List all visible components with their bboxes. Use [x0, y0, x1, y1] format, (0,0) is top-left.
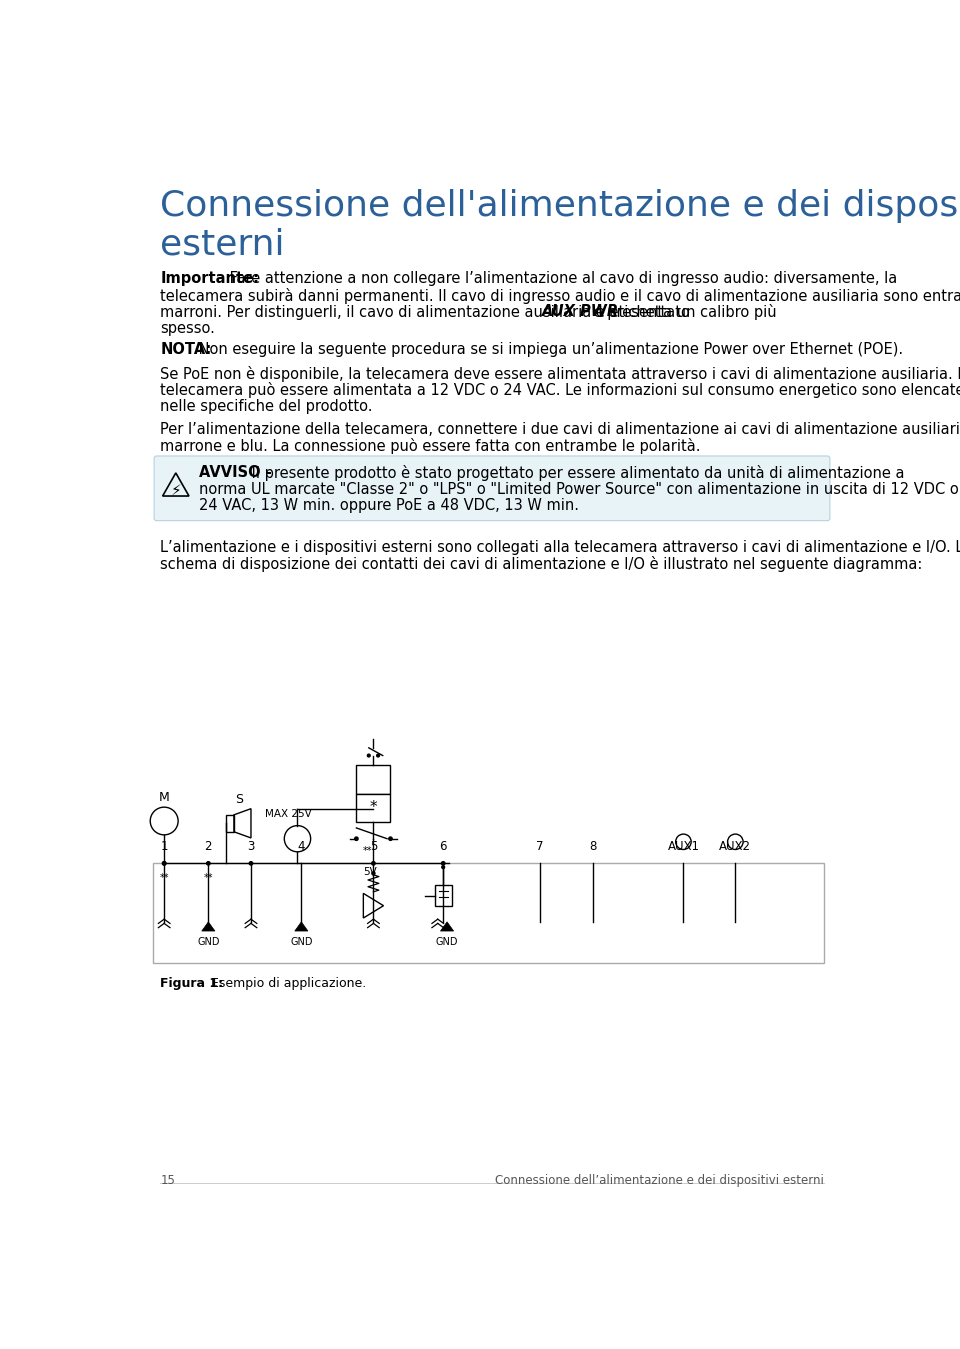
Text: e presenta un calibro più: e presenta un calibro più [588, 305, 777, 320]
Bar [356, 765, 391, 795]
Text: AVVISO -: AVVISO - [199, 465, 272, 480]
Text: MAX 25V: MAX 25V [265, 808, 312, 819]
Circle shape [162, 862, 166, 865]
Polygon shape [295, 921, 308, 931]
Circle shape [389, 836, 393, 840]
Circle shape [442, 862, 444, 865]
Text: 2: 2 [204, 839, 212, 853]
Text: **: ** [363, 846, 372, 857]
Text: Importante:: Importante: [160, 271, 259, 286]
Circle shape [372, 862, 375, 865]
Polygon shape [441, 921, 454, 931]
Circle shape [206, 862, 210, 865]
Bar [356, 795, 391, 822]
Text: norma UL marcate "Classe 2" o "LPS" o "Limited Power Source" con alimentazione i: norma UL marcate "Classe 2" o "LPS" o "L… [199, 482, 959, 496]
Text: marroni. Per distinguerli, il cavo di alimentazione ausiliaria è etichettato: marroni. Per distinguerli, il cavo di al… [160, 305, 695, 320]
Circle shape [376, 754, 379, 757]
Text: 8: 8 [589, 839, 596, 853]
Text: nelle specifiche del prodotto.: nelle specifiche del prodotto. [160, 399, 372, 414]
Text: L’alimentazione e i dispositivi esterni sono collegati alla telecamera attravers: L’alimentazione e i dispositivi esterni … [160, 540, 960, 554]
Text: AUX1: AUX1 [667, 839, 700, 853]
Text: spesso.: spesso. [160, 321, 215, 336]
Text: Il presente prodotto è stato progettato per essere alimentato da unità di alimen: Il presente prodotto è stato progettato … [247, 465, 904, 482]
Text: 4: 4 [298, 839, 305, 853]
Circle shape [442, 866, 444, 869]
Text: 15: 15 [160, 1174, 175, 1187]
Circle shape [368, 754, 371, 757]
Text: Figura 1:: Figura 1: [160, 977, 224, 990]
Text: NOTA:: NOTA: [160, 343, 211, 357]
Text: telecamera può essere alimentata a 12 VDC o 24 VAC. Le informazioni sul consumo : telecamera può essere alimentata a 12 VD… [160, 382, 960, 398]
Text: *: * [370, 800, 377, 815]
Text: **: ** [204, 873, 213, 884]
Polygon shape [202, 921, 215, 931]
Text: 3: 3 [248, 839, 254, 853]
Text: M: M [158, 791, 170, 804]
Text: Se PoE non è disponibile, la telecamera deve essere alimentata attraverso i cavi: Se PoE non è disponibile, la telecamera … [160, 366, 960, 382]
Text: Connessione dell'alimentazione e dei dispositivi: Connessione dell'alimentazione e dei dis… [160, 189, 960, 223]
Text: telecamera subirà danni permanenti. Il cavo di ingresso audio e il cavo di alime: telecamera subirà danni permanenti. Il c… [160, 287, 960, 304]
Text: **: ** [159, 873, 169, 884]
Text: 24 VAC, 13 W min. oppure PoE a 48 VDC, 13 W min.: 24 VAC, 13 W min. oppure PoE a 48 VDC, 1… [199, 498, 579, 514]
Text: Fare attenzione a non collegare l’alimentazione al cavo di ingresso audio: diver: Fare attenzione a non collegare l’alimen… [226, 271, 898, 286]
Text: AUX PWR: AUX PWR [541, 305, 619, 320]
Text: 7: 7 [537, 839, 543, 853]
Circle shape [250, 862, 252, 865]
Text: S: S [235, 793, 243, 807]
Circle shape [162, 862, 166, 865]
Bar [227, 815, 234, 832]
Text: 1: 1 [160, 839, 168, 853]
Text: GND: GND [436, 938, 458, 947]
Circle shape [372, 871, 375, 876]
FancyBboxPatch shape [155, 456, 829, 521]
Text: GND: GND [197, 938, 220, 947]
Text: marrone e blu. La connessione può essere fatta con entrambe le polarità.: marrone e blu. La connessione può essere… [160, 438, 701, 455]
Text: 5: 5 [370, 839, 377, 853]
Text: 5V: 5V [363, 867, 377, 877]
Text: 6: 6 [440, 839, 447, 853]
Text: schema di disposizione dei contatti dei cavi di alimentazione e I/O è illustrato: schema di disposizione dei contatti dei … [160, 556, 923, 572]
Text: GND: GND [290, 938, 313, 947]
Bar [435, 885, 452, 907]
Text: Connessione dell’alimentazione e dei dispositivi esterni: Connessione dell’alimentazione e dei dis… [494, 1174, 824, 1187]
Text: esterni: esterni [160, 228, 285, 262]
Circle shape [354, 836, 358, 840]
Text: Esempio di applicazione.: Esempio di applicazione. [206, 977, 366, 990]
Bar [153, 863, 824, 963]
Text: Non eseguire la seguente procedura se si impiega un’alimentazione Power over Eth: Non eseguire la seguente procedura se si… [194, 343, 902, 357]
Text: AUX2: AUX2 [719, 839, 752, 853]
Text: ⚡: ⚡ [171, 483, 181, 498]
Text: Per l’alimentazione della telecamera, connettere i due cavi di alimentazione ai : Per l’alimentazione della telecamera, co… [160, 422, 960, 437]
